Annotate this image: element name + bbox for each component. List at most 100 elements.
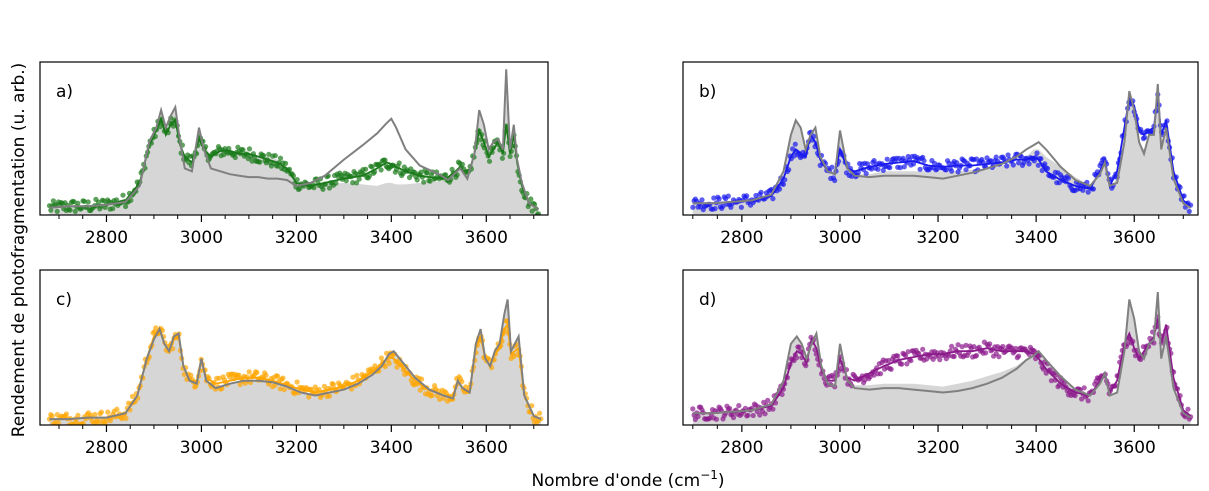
data-point	[1065, 175, 1072, 181]
data-point	[720, 203, 726, 209]
data-point	[85, 199, 91, 205]
data-point	[350, 180, 356, 186]
experimental-line	[692, 95, 1192, 207]
panel-frame	[682, 61, 1199, 216]
data-point	[277, 155, 284, 161]
data-point	[875, 166, 881, 172]
data-point	[921, 158, 927, 164]
data-point	[745, 412, 751, 418]
data-point	[120, 192, 126, 198]
filled-spectrum-area	[49, 299, 541, 425]
data-point	[1016, 160, 1022, 166]
data-point	[507, 153, 513, 159]
data-point	[738, 204, 745, 210]
data-point	[424, 170, 431, 176]
data-point	[394, 364, 400, 370]
data-point	[983, 350, 989, 356]
data-point	[1186, 208, 1192, 214]
data-point	[792, 141, 798, 147]
data-point	[946, 160, 952, 166]
data-point	[382, 157, 388, 163]
x-axis-label-text: Nombre d'onde (cm	[531, 471, 700, 491]
data-point	[716, 196, 722, 202]
data-point	[1079, 396, 1085, 402]
data-point	[955, 169, 961, 175]
x-tick-label: 3600	[1113, 228, 1156, 248]
x-axis-label-close: )	[718, 471, 725, 491]
data-point	[770, 406, 776, 412]
panel-label: c)	[56, 290, 72, 310]
experimental-line	[692, 318, 1192, 417]
data-point	[529, 208, 535, 214]
data-point	[1090, 186, 1096, 192]
data-point	[263, 372, 269, 378]
data-point	[931, 160, 938, 166]
data-point	[343, 178, 349, 184]
data-point	[727, 405, 733, 412]
data-point	[1021, 160, 1027, 166]
data-point	[280, 375, 286, 381]
data-point	[306, 394, 312, 400]
data-point	[949, 168, 955, 174]
data-point	[1035, 162, 1041, 168]
data-point	[421, 179, 427, 185]
data-point	[170, 123, 176, 129]
data-point	[1005, 152, 1011, 158]
panel-frame	[682, 269, 1199, 426]
data-point	[67, 207, 73, 213]
data-point	[499, 155, 505, 161]
plot-area	[690, 292, 1194, 425]
data-point	[63, 411, 69, 417]
data-point	[949, 343, 955, 349]
data-point	[266, 151, 272, 157]
x-tick-label: 3600	[1113, 438, 1156, 458]
data-point	[951, 353, 957, 360]
data-point	[690, 406, 696, 412]
x-tick-label: 3600	[465, 228, 508, 248]
data-point	[235, 144, 241, 150]
data-point	[1004, 163, 1010, 169]
data-point	[321, 383, 327, 389]
data-point	[414, 177, 420, 183]
data-point	[1185, 406, 1191, 412]
data-point	[744, 193, 750, 199]
data-point	[363, 166, 369, 172]
data-point	[216, 375, 222, 381]
data-point	[736, 403, 742, 409]
data-point	[129, 393, 136, 399]
data-point	[535, 211, 542, 215]
data-point	[80, 420, 86, 425]
panel-label: a)	[56, 82, 73, 102]
data-point	[254, 369, 260, 376]
data-point	[863, 170, 869, 177]
data-point	[780, 181, 787, 187]
data-point	[48, 207, 54, 213]
data-point	[750, 412, 756, 419]
data-point	[946, 353, 952, 359]
data-point	[1034, 150, 1040, 156]
data-point	[803, 363, 809, 369]
data-point	[188, 372, 194, 378]
data-point	[753, 192, 759, 199]
data-point	[963, 167, 969, 173]
panel-frame	[39, 61, 549, 216]
data-point	[249, 158, 255, 164]
data-point	[1142, 134, 1148, 141]
x-tick-label: 3600	[465, 438, 508, 458]
data-point	[880, 167, 886, 173]
data-point	[294, 379, 300, 385]
data-point	[897, 165, 903, 171]
data-point	[920, 346, 926, 352]
data-point	[96, 420, 102, 425]
data-point	[240, 147, 246, 153]
data-point	[868, 166, 875, 172]
data-point	[903, 353, 909, 359]
data-point	[437, 396, 443, 402]
panel-c: 2800 3000 3200 3400 3600 c)	[39, 269, 549, 458]
panel-label: d)	[699, 290, 716, 310]
x-tick-label: 3400	[1015, 228, 1058, 248]
data-point	[417, 387, 423, 393]
panel-label: b)	[699, 82, 716, 102]
data-point	[419, 376, 425, 382]
